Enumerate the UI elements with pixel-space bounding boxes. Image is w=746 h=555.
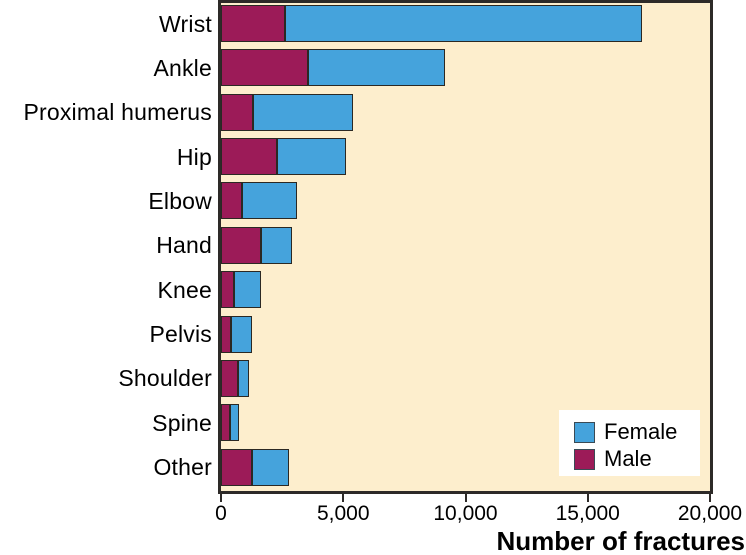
- bar-segment-female: [230, 315, 252, 353]
- x-tick-label: 0: [215, 502, 227, 525]
- bar-segment-male: [221, 315, 231, 353]
- category-label: Shoulder: [118, 365, 212, 392]
- x-tick-label: 5,000: [316, 502, 370, 525]
- bar-row: [221, 226, 710, 264]
- category-label: Hand: [156, 232, 212, 259]
- category-label: Pelvis: [149, 321, 212, 348]
- bar-row: [221, 271, 710, 309]
- bar-segment-male: [221, 138, 278, 176]
- bar-segment-male: [221, 271, 235, 309]
- legend-item-female: Female: [574, 421, 677, 443]
- bar-segment-female: [261, 226, 292, 264]
- bar-row: [221, 93, 710, 131]
- bar-segment-male: [221, 182, 242, 220]
- bar-segment-female: [252, 93, 354, 131]
- x-axis-tick: [709, 494, 711, 502]
- bar-row: [221, 448, 710, 486]
- bar-segment-female: [238, 359, 250, 397]
- x-axis-tick: [586, 494, 589, 502]
- category-label: Elbow: [148, 187, 212, 214]
- x-tick-label: 20,000: [677, 502, 743, 525]
- male-swatch-icon: [574, 448, 595, 470]
- category-label: Spine: [152, 409, 212, 436]
- bar-row: [221, 5, 710, 42]
- bar-segment-female: [230, 404, 240, 442]
- plot-area: [218, 0, 713, 494]
- legend: Female Male: [559, 410, 700, 476]
- bar-segment-male: [221, 359, 239, 397]
- bar-segment-male: [221, 5, 285, 42]
- x-tick-label: 15,000: [555, 502, 620, 525]
- bar-segment-male: [221, 49, 308, 87]
- bar-row: [221, 182, 710, 220]
- bar-row: [221, 315, 710, 353]
- bar-segment-male: [221, 226, 262, 264]
- category-label: Knee: [157, 276, 212, 303]
- bar-row: [221, 49, 710, 87]
- category-label: Other: [153, 454, 212, 481]
- bar-row: [221, 359, 710, 397]
- bar-segment-female: [251, 448, 290, 486]
- bar-row: [221, 404, 710, 442]
- x-axis-tick: [342, 494, 345, 502]
- female-swatch-icon: [574, 421, 595, 443]
- bar-segment-female: [307, 49, 445, 87]
- category-label: Hip: [176, 143, 212, 170]
- x-axis-title: Number of fractures: [496, 526, 746, 555]
- legend-label-female: Female: [604, 419, 678, 444]
- bar-segment-female: [284, 5, 642, 42]
- x-axis-tick: [220, 494, 222, 502]
- bar-segment-female: [277, 138, 346, 176]
- bar-segment-male: [221, 404, 231, 442]
- category-label: Wrist: [159, 10, 212, 37]
- category-label: Proximal humerus: [23, 99, 212, 126]
- bar-segment-male: [221, 448, 252, 486]
- bar-segment-female: [234, 271, 262, 309]
- x-tick-label: 10,000: [433, 502, 498, 525]
- bar-segment-female: [241, 182, 297, 220]
- bar-segment-male: [221, 93, 253, 131]
- x-axis-tick: [464, 494, 467, 502]
- legend-item-male: Male: [574, 448, 652, 470]
- category-label: Ankle: [153, 54, 212, 81]
- legend-label-male: Male: [604, 446, 652, 471]
- bar-row: [221, 138, 710, 176]
